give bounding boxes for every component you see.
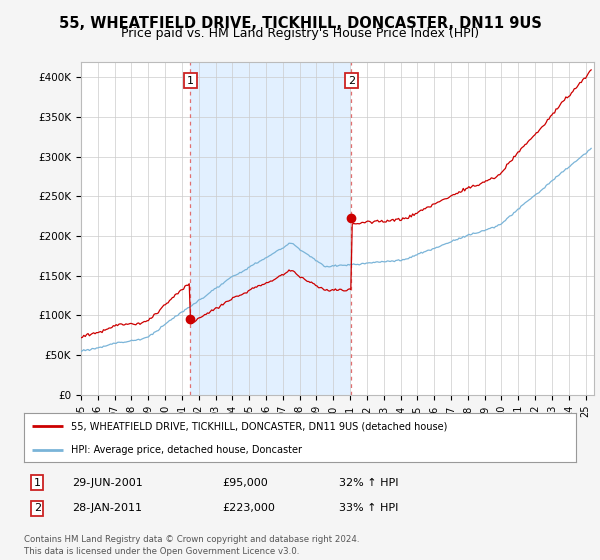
Text: Price paid vs. HM Land Registry's House Price Index (HPI): Price paid vs. HM Land Registry's House …: [121, 27, 479, 40]
Text: 1: 1: [34, 478, 41, 488]
Text: 2: 2: [34, 503, 41, 514]
Text: HPI: Average price, detached house, Doncaster: HPI: Average price, detached house, Donc…: [71, 445, 302, 455]
Text: 55, WHEATFIELD DRIVE, TICKHILL, DONCASTER, DN11 9US (detached house): 55, WHEATFIELD DRIVE, TICKHILL, DONCASTE…: [71, 421, 447, 431]
Text: 29-JUN-2001: 29-JUN-2001: [72, 478, 143, 488]
Bar: [190, 62, 352, 395]
Text: 32% ↑ HPI: 32% ↑ HPI: [339, 478, 398, 488]
Text: 2: 2: [348, 76, 355, 86]
Text: £223,000: £223,000: [222, 503, 275, 514]
Text: 33% ↑ HPI: 33% ↑ HPI: [339, 503, 398, 514]
Text: 1: 1: [187, 76, 194, 86]
Text: 28-JAN-2011: 28-JAN-2011: [72, 503, 142, 514]
Text: 55, WHEATFIELD DRIVE, TICKHILL, DONCASTER, DN11 9US: 55, WHEATFIELD DRIVE, TICKHILL, DONCASTE…: [59, 16, 541, 31]
Text: Contains HM Land Registry data © Crown copyright and database right 2024.
This d: Contains HM Land Registry data © Crown c…: [24, 535, 359, 556]
Text: £95,000: £95,000: [222, 478, 268, 488]
